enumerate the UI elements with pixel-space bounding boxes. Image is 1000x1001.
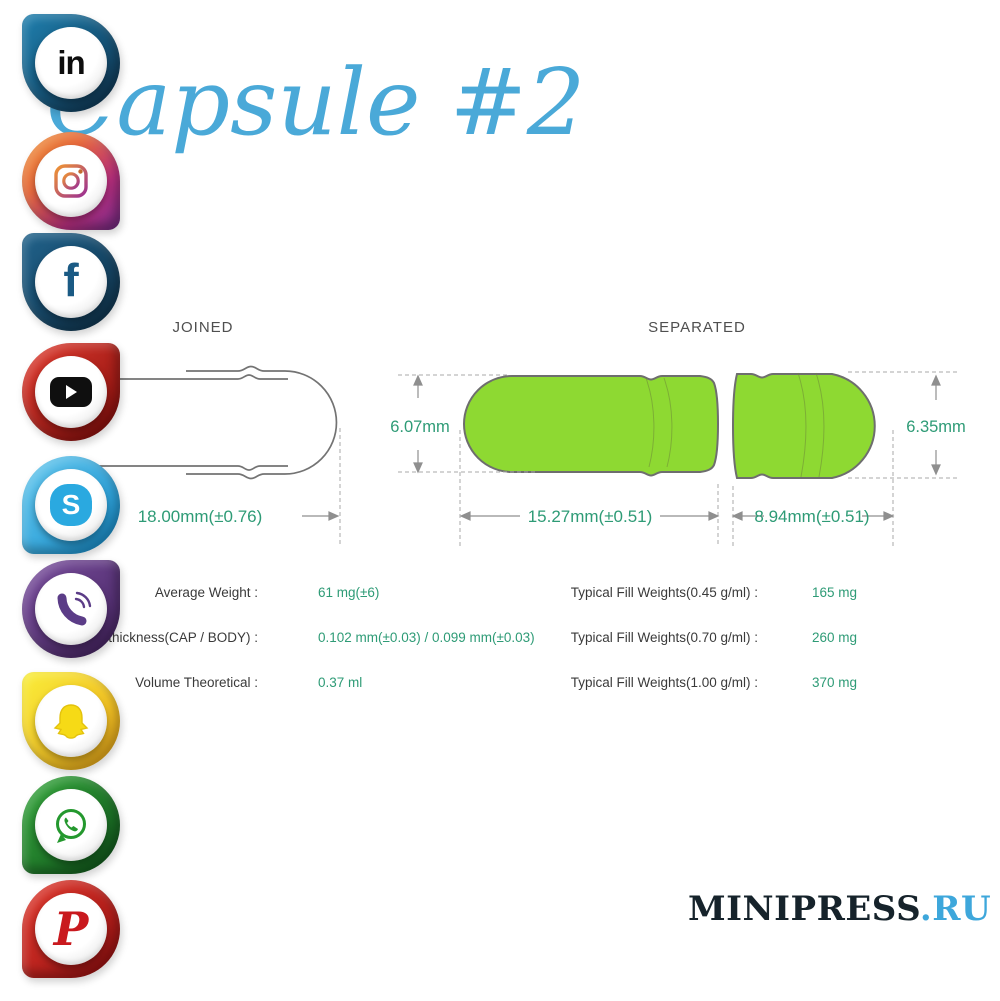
pinterest-icon: P [53, 902, 89, 956]
social-badge-whatsapp[interactable] [22, 776, 120, 874]
skype-icon: S [50, 484, 92, 526]
social-badge-snapchat[interactable] [22, 672, 120, 770]
social-badge-linkedin[interactable]: in [22, 14, 120, 112]
instagram-icon [54, 164, 88, 198]
body-diameter-label: 6.07mm [390, 418, 450, 436]
social-badge-instagram[interactable] [22, 132, 120, 230]
spec-row-fill-100: Typical Fill Weights(1.00 g/ml) : 370 mg [540, 674, 960, 692]
page-title: Capsule #2 [46, 49, 586, 156]
spec-row-average-weight: Average Weight : 61 mg(±6) [0, 584, 560, 602]
spec-label: Average Weight : [154, 585, 258, 600]
body-length-label: 15.27mm(±0.51) [528, 507, 653, 526]
separated-body-shape [463, 375, 720, 477]
cap-diameter-label: 6.35mm [906, 418, 966, 436]
spec-value: 370 mg [812, 675, 858, 690]
brand-logo: MINIPRESS.RU [688, 889, 991, 929]
spec-label: Typical Fill Weights(0.70 g/ml) : [570, 630, 758, 645]
joined-label: JOINED [172, 319, 233, 336]
spec-label: thickness(CAP / BODY) : [108, 630, 258, 645]
social-badge-facebook[interactable]: f [22, 233, 120, 331]
joined-length-label: 18.00mm(±0.76) [138, 507, 263, 526]
youtube-play-icon [50, 377, 92, 407]
viber-phone-icon [57, 591, 92, 626]
social-badge-viber[interactable] [22, 560, 120, 658]
separated-cap-shape [731, 373, 876, 479]
social-badge-pinterest[interactable]: P [22, 880, 120, 978]
spec-value: 61 mg(±6) [318, 585, 380, 600]
joined-capsule-outline [62, 365, 338, 480]
linkedin-icon: in [57, 44, 85, 81]
dimension-arrows [302, 374, 941, 521]
spec-value: 165 mg [812, 585, 858, 600]
social-badge-skype[interactable]: S [22, 456, 120, 554]
cap-length-label: 8.94mm(±0.51) [754, 507, 869, 526]
brand-name: MINIPRESS [688, 889, 920, 929]
spec-value: 260 mg [812, 630, 858, 645]
spec-label: Volume Theoretical : [135, 675, 258, 690]
dimension-labels: 18.00mm(±0.76) 6.07mm 15.27mm(±0.51) 8.9… [138, 418, 966, 526]
separated-cap-crease-lines [797, 372, 825, 478]
facebook-icon: f [63, 254, 79, 306]
brand-tld: .RU [919, 889, 992, 929]
snapchat-ghost-icon [53, 704, 89, 739]
spec-value: 0.37 ml [318, 675, 363, 690]
separated-body-crease-lines [645, 377, 673, 468]
capsule-diagram: JOINED SEPARATED [62, 319, 966, 546]
spec-label: Typical Fill Weights(0.45 g/ml) : [570, 585, 758, 600]
separated-label: SEPARATED [648, 319, 746, 336]
spec-row-fill-045: Typical Fill Weights(0.45 g/ml) : 165 mg [540, 584, 960, 602]
spec-value: 0.102 mm(±0.03) / 0.099 mm(±0.03) [318, 630, 535, 645]
spec-label: Typical Fill Weights(1.00 g/ml) : [570, 675, 758, 690]
spec-row-fill-070: Typical Fill Weights(0.70 g/ml) : 260 mg [540, 629, 960, 647]
spec-row-thickness: thickness(CAP / BODY) : 0.102 mm(±0.03) … [0, 629, 560, 647]
spec-row-volume: Volume Theoretical : 0.37 ml [0, 674, 560, 692]
social-badge-youtube[interactable] [22, 343, 120, 441]
whatsapp-icon [56, 809, 86, 843]
